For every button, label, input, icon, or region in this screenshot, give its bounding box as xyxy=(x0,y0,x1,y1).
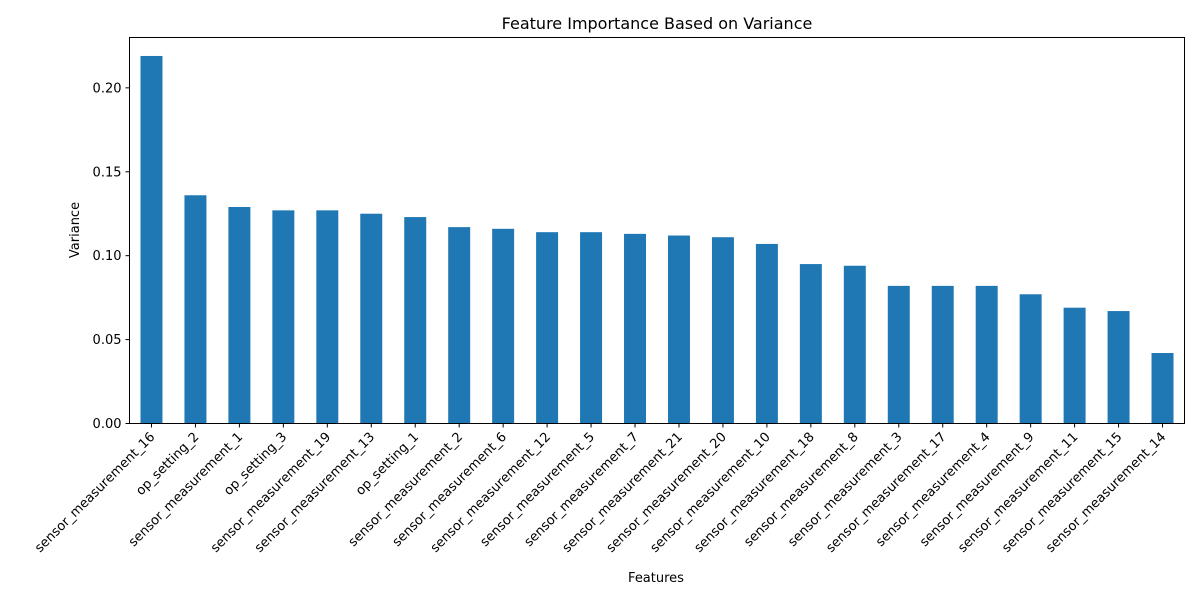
bar-sensor_measurement_21 xyxy=(667,235,690,424)
y-tick-label: 0.20 xyxy=(93,81,122,96)
y-axis-label: Variance xyxy=(68,202,83,258)
bar-sensor_measurement_17 xyxy=(931,285,954,424)
y-tick-label: 0.05 xyxy=(93,333,122,348)
bars-group xyxy=(140,55,1174,424)
bar-sensor_measurement_19 xyxy=(316,210,339,424)
bar-sensor_measurement_20 xyxy=(711,237,734,424)
bar-sensor_measurement_18 xyxy=(799,264,822,424)
bar-sensor_measurement_6 xyxy=(492,228,515,424)
y-tick-label: 0.15 xyxy=(93,165,122,180)
bar-op_setting_1 xyxy=(404,217,427,424)
bar-op_setting_3 xyxy=(272,210,295,424)
plot-frame xyxy=(129,37,1185,424)
bar-sensor_measurement_5 xyxy=(580,232,603,424)
y-tick-label: 0.00 xyxy=(93,417,122,432)
bar-sensor_measurement_13 xyxy=(360,213,383,424)
bar-sensor_measurement_15 xyxy=(1107,311,1130,424)
bar-op_setting_2 xyxy=(184,195,207,424)
bar-sensor_measurement_7 xyxy=(624,233,647,424)
bar-sensor_measurement_4 xyxy=(975,285,998,424)
bar-sensor_measurement_2 xyxy=(448,227,471,424)
bar-sensor_measurement_10 xyxy=(755,243,778,424)
bar-sensor_measurement_9 xyxy=(1019,294,1042,424)
bar-sensor_measurement_16 xyxy=(140,55,163,424)
bar-sensor_measurement_8 xyxy=(843,265,866,424)
x-axis: sensor_measurement_16op_setting_2sensor_… xyxy=(32,423,1169,556)
y-axis: 0.00 0.05 0.10 0.15 0.20 xyxy=(93,81,130,432)
bar-sensor_measurement_1 xyxy=(228,207,251,424)
x-axis-label: Features xyxy=(628,571,684,586)
chart-title: Feature Importance Based on Variance xyxy=(502,14,813,33)
bar-sensor_measurement_11 xyxy=(1063,307,1086,424)
bar-sensor_measurement_3 xyxy=(887,285,910,424)
y-tick-label: 0.10 xyxy=(93,249,122,264)
bar-sensor_measurement_12 xyxy=(536,232,559,424)
bar-sensor_measurement_14 xyxy=(1151,353,1174,424)
